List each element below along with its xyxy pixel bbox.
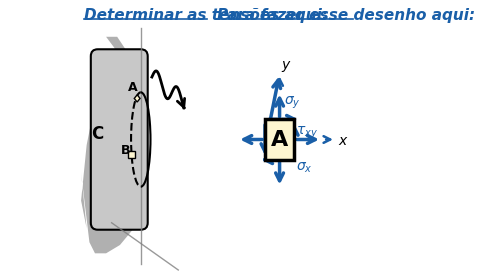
Bar — [265, 119, 294, 160]
Text: C: C — [92, 125, 104, 143]
Bar — [128, 151, 135, 158]
Text: A: A — [128, 81, 137, 94]
Polygon shape — [81, 37, 145, 253]
Text: $\mathbf{A}$: $\mathbf{A}$ — [270, 129, 289, 150]
Text: Para fazer esse desenho aqui:: Para fazer esse desenho aqui: — [217, 8, 475, 23]
Polygon shape — [134, 95, 140, 102]
Text: $\sigma_x$: $\sigma_x$ — [296, 160, 313, 175]
Text: x: x — [338, 134, 346, 148]
FancyBboxPatch shape — [91, 49, 148, 230]
Text: Determinar as tensões aqui:: Determinar as tensões aqui: — [84, 8, 328, 23]
Text: y: y — [282, 58, 290, 72]
Text: B: B — [121, 144, 131, 157]
Text: $\tau_{xy}$: $\tau_{xy}$ — [296, 124, 318, 141]
Text: $\sigma_y$: $\sigma_y$ — [284, 95, 301, 111]
